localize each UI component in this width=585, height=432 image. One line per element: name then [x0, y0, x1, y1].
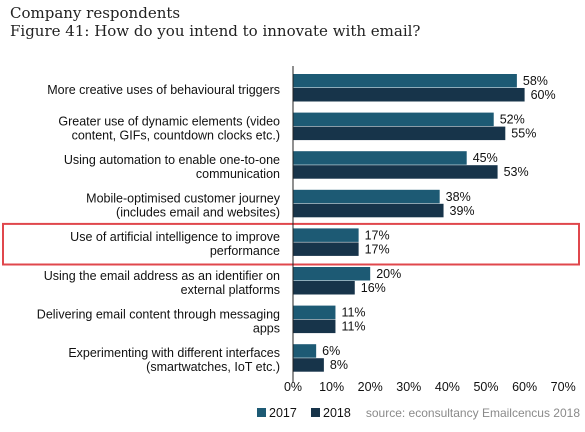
data-label-2018: 16%	[361, 281, 386, 295]
data-label-2018: 39%	[450, 204, 475, 218]
data-label-2017: 6%	[322, 344, 340, 358]
data-label-2017: 52%	[500, 113, 525, 127]
bar-2017	[293, 267, 371, 281]
x-tick-label: 70%	[551, 380, 576, 394]
data-label-2017: 17%	[365, 228, 390, 242]
bar-2018	[293, 126, 506, 141]
data-label-2018: 53%	[504, 165, 529, 179]
bar-2017	[293, 112, 494, 127]
legend-swatch-2017	[257, 408, 266, 417]
x-tick-label: 30%	[396, 380, 421, 394]
chart-title: Figure 41: How do you intend to innovate…	[10, 22, 421, 40]
chart-supertitle: Company respondents	[10, 4, 181, 22]
data-label-2017: 38%	[446, 190, 471, 204]
data-label-2017: 20%	[376, 267, 401, 281]
legend-label-2018: 2018	[323, 406, 351, 420]
category-label: Mobile-optimised customer journey (includ…	[86, 192, 281, 220]
data-label-2017: 58%	[523, 74, 548, 88]
category-label: More creative uses of behavioural trigge…	[47, 83, 280, 97]
bar-2017	[293, 305, 336, 320]
data-label-2018: 11%	[341, 320, 365, 334]
data-label-2018: 17%	[365, 242, 390, 256]
bar-2017	[293, 228, 359, 242]
x-tick-label: 20%	[358, 380, 383, 394]
data-label-2018: 55%	[511, 127, 536, 141]
category-label: Using automation to enable one-to-one com…	[64, 153, 280, 181]
bar-2018	[293, 88, 525, 102]
highlight-box	[2, 222, 580, 266]
category-label: Use of artificial intelligence to improv…	[70, 230, 280, 258]
x-tick-label: 60%	[512, 380, 537, 394]
bar-2017	[293, 74, 517, 88]
legend-label-2017: 2017	[269, 406, 297, 420]
data-label-2017: 45%	[473, 151, 498, 165]
x-tick-label: 10%	[319, 380, 344, 394]
legend-swatch-2018	[311, 408, 320, 417]
source-note: source: econsultancy Emailcencus 2018	[366, 406, 580, 420]
category-label: Greater use of dynamic elements (video co…	[58, 114, 280, 142]
x-tick-label: 0%	[284, 380, 302, 394]
category-label: Using the email address as an identifier…	[44, 269, 280, 297]
x-tick-label: 40%	[435, 380, 460, 394]
bar-2018	[293, 281, 355, 295]
data-label-2018: 8%	[330, 358, 348, 372]
bar-2018	[293, 165, 498, 179]
data-label-2017: 11%	[341, 306, 365, 320]
bar-2017	[293, 151, 467, 165]
category-label: Delivering email content through messagi…	[37, 307, 280, 335]
x-tick-label: 50%	[473, 380, 498, 394]
bar-2018	[293, 203, 444, 218]
bar-2018	[293, 242, 359, 256]
bar-2018	[293, 358, 324, 372]
bar-2017	[293, 344, 317, 358]
category-label: Experimenting with different interfaces(…	[68, 346, 280, 374]
bar-2018	[293, 319, 336, 334]
data-label-2018: 60%	[531, 88, 556, 102]
bar-2017	[293, 189, 440, 204]
